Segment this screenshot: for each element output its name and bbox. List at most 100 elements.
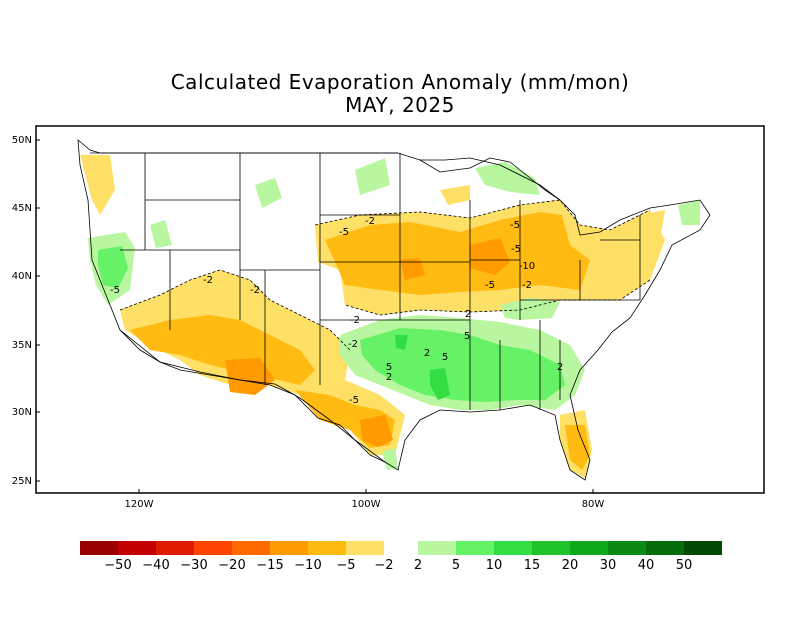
contour-label: 2	[465, 309, 471, 320]
colorbar-positive-swatch	[646, 541, 684, 555]
colorbar-negative-label: −50	[104, 558, 131, 573]
contour-label: 2	[386, 372, 392, 383]
contour-label: -2	[250, 285, 260, 296]
pos-5-region-ca	[98, 246, 128, 288]
colorbar-negative-swatch	[80, 541, 118, 555]
coastline-and-borders	[77, 139, 711, 481]
lat-label-25n: 25N	[12, 476, 32, 487]
positive-anomaly-fill	[88, 158, 700, 470]
colorbar-positive-swatch	[456, 541, 494, 555]
us-outline	[77, 139, 711, 481]
neg-10-region-ks	[400, 258, 425, 280]
neg-2-region-nw	[80, 155, 115, 215]
colorbar-positive-label: 50	[676, 558, 693, 573]
neg-5-region-fl	[565, 425, 590, 470]
neg-10-region-tx	[360, 415, 393, 447]
pos-2-region-mi	[475, 162, 540, 195]
colorbar-positive-label: 10	[486, 558, 503, 573]
neg-10-region-mid	[470, 238, 510, 275]
contour-label: -5	[349, 395, 359, 406]
pos-2-region-tx	[382, 448, 398, 470]
lat-label-40n: 40N	[12, 271, 32, 282]
map-body	[80, 155, 700, 478]
contour-label: -5	[510, 220, 520, 231]
contour-label: -10	[519, 261, 535, 272]
colorbar-positive-swatch	[608, 541, 646, 555]
colorbar-negative-swatch	[156, 541, 194, 555]
colorbar-negative-label: −2	[374, 558, 393, 573]
lon-label-80w: 80W	[582, 499, 605, 510]
pos-5-region-south	[360, 328, 565, 402]
mexico-border	[119, 329, 386, 463]
contour-label: -5	[485, 280, 495, 291]
colorbar-positive-label: 15	[524, 558, 541, 573]
colorbar-negative-label: −30	[180, 558, 207, 573]
colorbar-negative-label: −40	[142, 558, 169, 573]
lon-ticks	[138, 489, 594, 493]
colorbar-negative-label: −10	[294, 558, 321, 573]
contour-neg2-main	[314, 199, 651, 316]
colorbar-legend: −50 −40 −30 −20 −15 −10 −5 −2 2 5 10 15 20 30 40 50	[80, 541, 722, 573]
contour-label: -2	[348, 339, 358, 350]
neg-10-region-az	[225, 358, 275, 395]
colorbar-positive-swatch	[494, 541, 532, 555]
contour-label: -5	[511, 244, 521, 255]
colorbar-negative-label: −20	[218, 558, 245, 573]
colorbar-negative-swatch	[118, 541, 156, 555]
colorbar-negative-label: −15	[256, 558, 283, 573]
pos-2-region-mt	[255, 178, 282, 208]
lat-axis: 50N 45N 40N 35N 30N 25N	[12, 135, 32, 487]
axis-ticks	[36, 139, 594, 493]
pos-10-region-ok	[395, 335, 408, 350]
lat-label-35n: 35N	[12, 340, 32, 351]
contour-label: 5	[442, 352, 448, 363]
colorbar-positive-label: 30	[600, 558, 617, 573]
contour-label: -5	[110, 285, 120, 296]
lat-label-45n: 45N	[12, 203, 32, 214]
negative-anomaly-fill	[80, 155, 665, 478]
neg-5-region-main	[325, 212, 590, 295]
pos-10-region-ar	[430, 368, 450, 400]
lon-axis: 120W 100W 80W	[125, 499, 605, 510]
map-frame	[35, 125, 765, 494]
lon-label-100w: 100W	[352, 499, 381, 510]
lon-label-120w: 120W	[125, 499, 154, 510]
contour-label: -2	[203, 275, 213, 286]
contour-label: 5	[386, 362, 392, 373]
map-subtitle: MAY, 2025	[345, 93, 455, 117]
pos-2-region-nd	[355, 158, 390, 195]
colorbar-positive-swatch	[570, 541, 608, 555]
colorbar-negative-swatch	[346, 541, 384, 555]
contour-label: 2	[424, 348, 430, 359]
neg-2-region-ne2	[440, 185, 470, 205]
contour-label: -5	[339, 227, 349, 238]
colorbar-positive-label: 20	[562, 558, 579, 573]
colorbar-positive-swatch	[684, 541, 722, 555]
colorbar-positive-label: 40	[638, 558, 655, 573]
colorbar-negative-swatch	[308, 541, 346, 555]
pos-2-region-me	[678, 200, 700, 225]
colorbar-negative-swatch	[194, 541, 232, 555]
colorbar-negative-swatch	[232, 541, 270, 555]
neg-5-region-sw	[130, 315, 315, 385]
lat-ticks	[36, 139, 40, 482]
contour-label: 5	[464, 331, 470, 342]
colorbar-positive-label: 2	[414, 558, 422, 573]
contour-value-labels: -2 -5 -2 -2 -5 -2 -5 -10 -5 -2 2 -2 5 5 …	[110, 216, 563, 406]
pos-2-region-id	[150, 220, 172, 248]
map-title: Calculated Evaporation Anomaly (mm/mon)	[170, 70, 630, 94]
contour-label: -2	[365, 216, 375, 227]
colorbar-negative-swatch	[270, 541, 308, 555]
state-borders	[120, 153, 641, 410]
lat-label-30n: 30N	[12, 407, 32, 418]
colorbar-positive-label: 5	[452, 558, 460, 573]
colorbar-positive-swatch	[532, 541, 570, 555]
colorbar-negative-label: −5	[336, 558, 355, 573]
contour-lines	[119, 199, 651, 351]
great-lakes	[419, 157, 561, 201]
contour-label: -2	[350, 315, 360, 326]
lat-label-50n: 50N	[12, 135, 32, 146]
colorbar-positive-swatch	[418, 541, 456, 555]
contour-label: -2	[522, 280, 532, 291]
